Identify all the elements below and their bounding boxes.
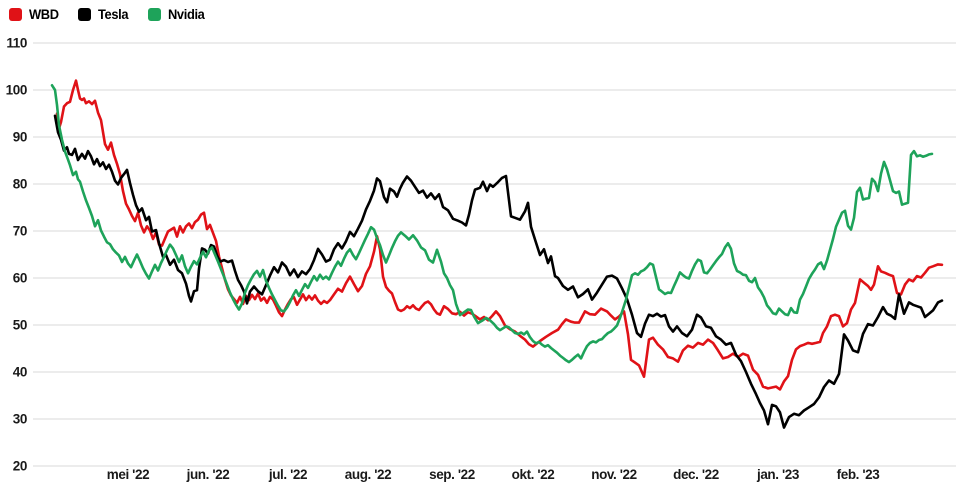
y-axis-tick-40: 40 <box>13 365 27 380</box>
legend-label-tesla: Tesla <box>98 6 129 22</box>
legend-item-wbd[interactable]: WBD <box>9 7 61 21</box>
y-axis-tick-80: 80 <box>13 177 27 192</box>
legend-item-tesla[interactable]: Tesla <box>78 7 131 21</box>
wbd-series-swatch-icon <box>9 7 22 21</box>
legend-item-nvidia[interactable]: Nvidia <box>148 7 208 21</box>
x-axis-tick-4: aug. '22 <box>345 467 392 482</box>
y-axis-tick-70: 70 <box>13 224 27 239</box>
nvidia-series-swatch-icon <box>148 7 162 21</box>
y-axis-tick-30: 30 <box>13 412 27 427</box>
x-axis-tick-1: mei '22 <box>107 467 149 482</box>
chart-legend: WBD Tesla Nvidia <box>9 7 208 21</box>
y-axis-tick-100: 100 <box>6 83 27 98</box>
x-axis-tick-6: okt. '22 <box>512 467 555 482</box>
y-axis-tick-50: 50 <box>13 318 27 333</box>
legend-label-wbd: WBD <box>29 6 59 22</box>
x-axis-tick-9: jan. '23 <box>756 467 800 482</box>
series-line-tesla <box>53 114 944 429</box>
y-axis-tick-20: 20 <box>13 459 27 474</box>
tesla-series-swatch-icon <box>78 7 92 21</box>
y-axis-tick-90: 90 <box>13 130 27 145</box>
x-axis-tick-3: jul. '22 <box>268 467 307 482</box>
x-axis-tick-2: jun. '22 <box>186 467 230 482</box>
y-axis-tick-110: 110 <box>6 36 27 51</box>
x-axis-tick-8: dec. '22 <box>673 467 719 482</box>
series-line-nvidia <box>50 84 934 364</box>
x-axis-tick-10: feb. '23 <box>837 467 881 482</box>
y-axis-tick-60: 60 <box>13 271 27 286</box>
series-line-wbd <box>55 79 944 391</box>
x-axis-tick-5: sep. '22 <box>429 467 475 482</box>
x-axis-tick-7: nov. '22 <box>591 467 637 482</box>
legend-label-nvidia: Nvidia <box>168 6 205 22</box>
